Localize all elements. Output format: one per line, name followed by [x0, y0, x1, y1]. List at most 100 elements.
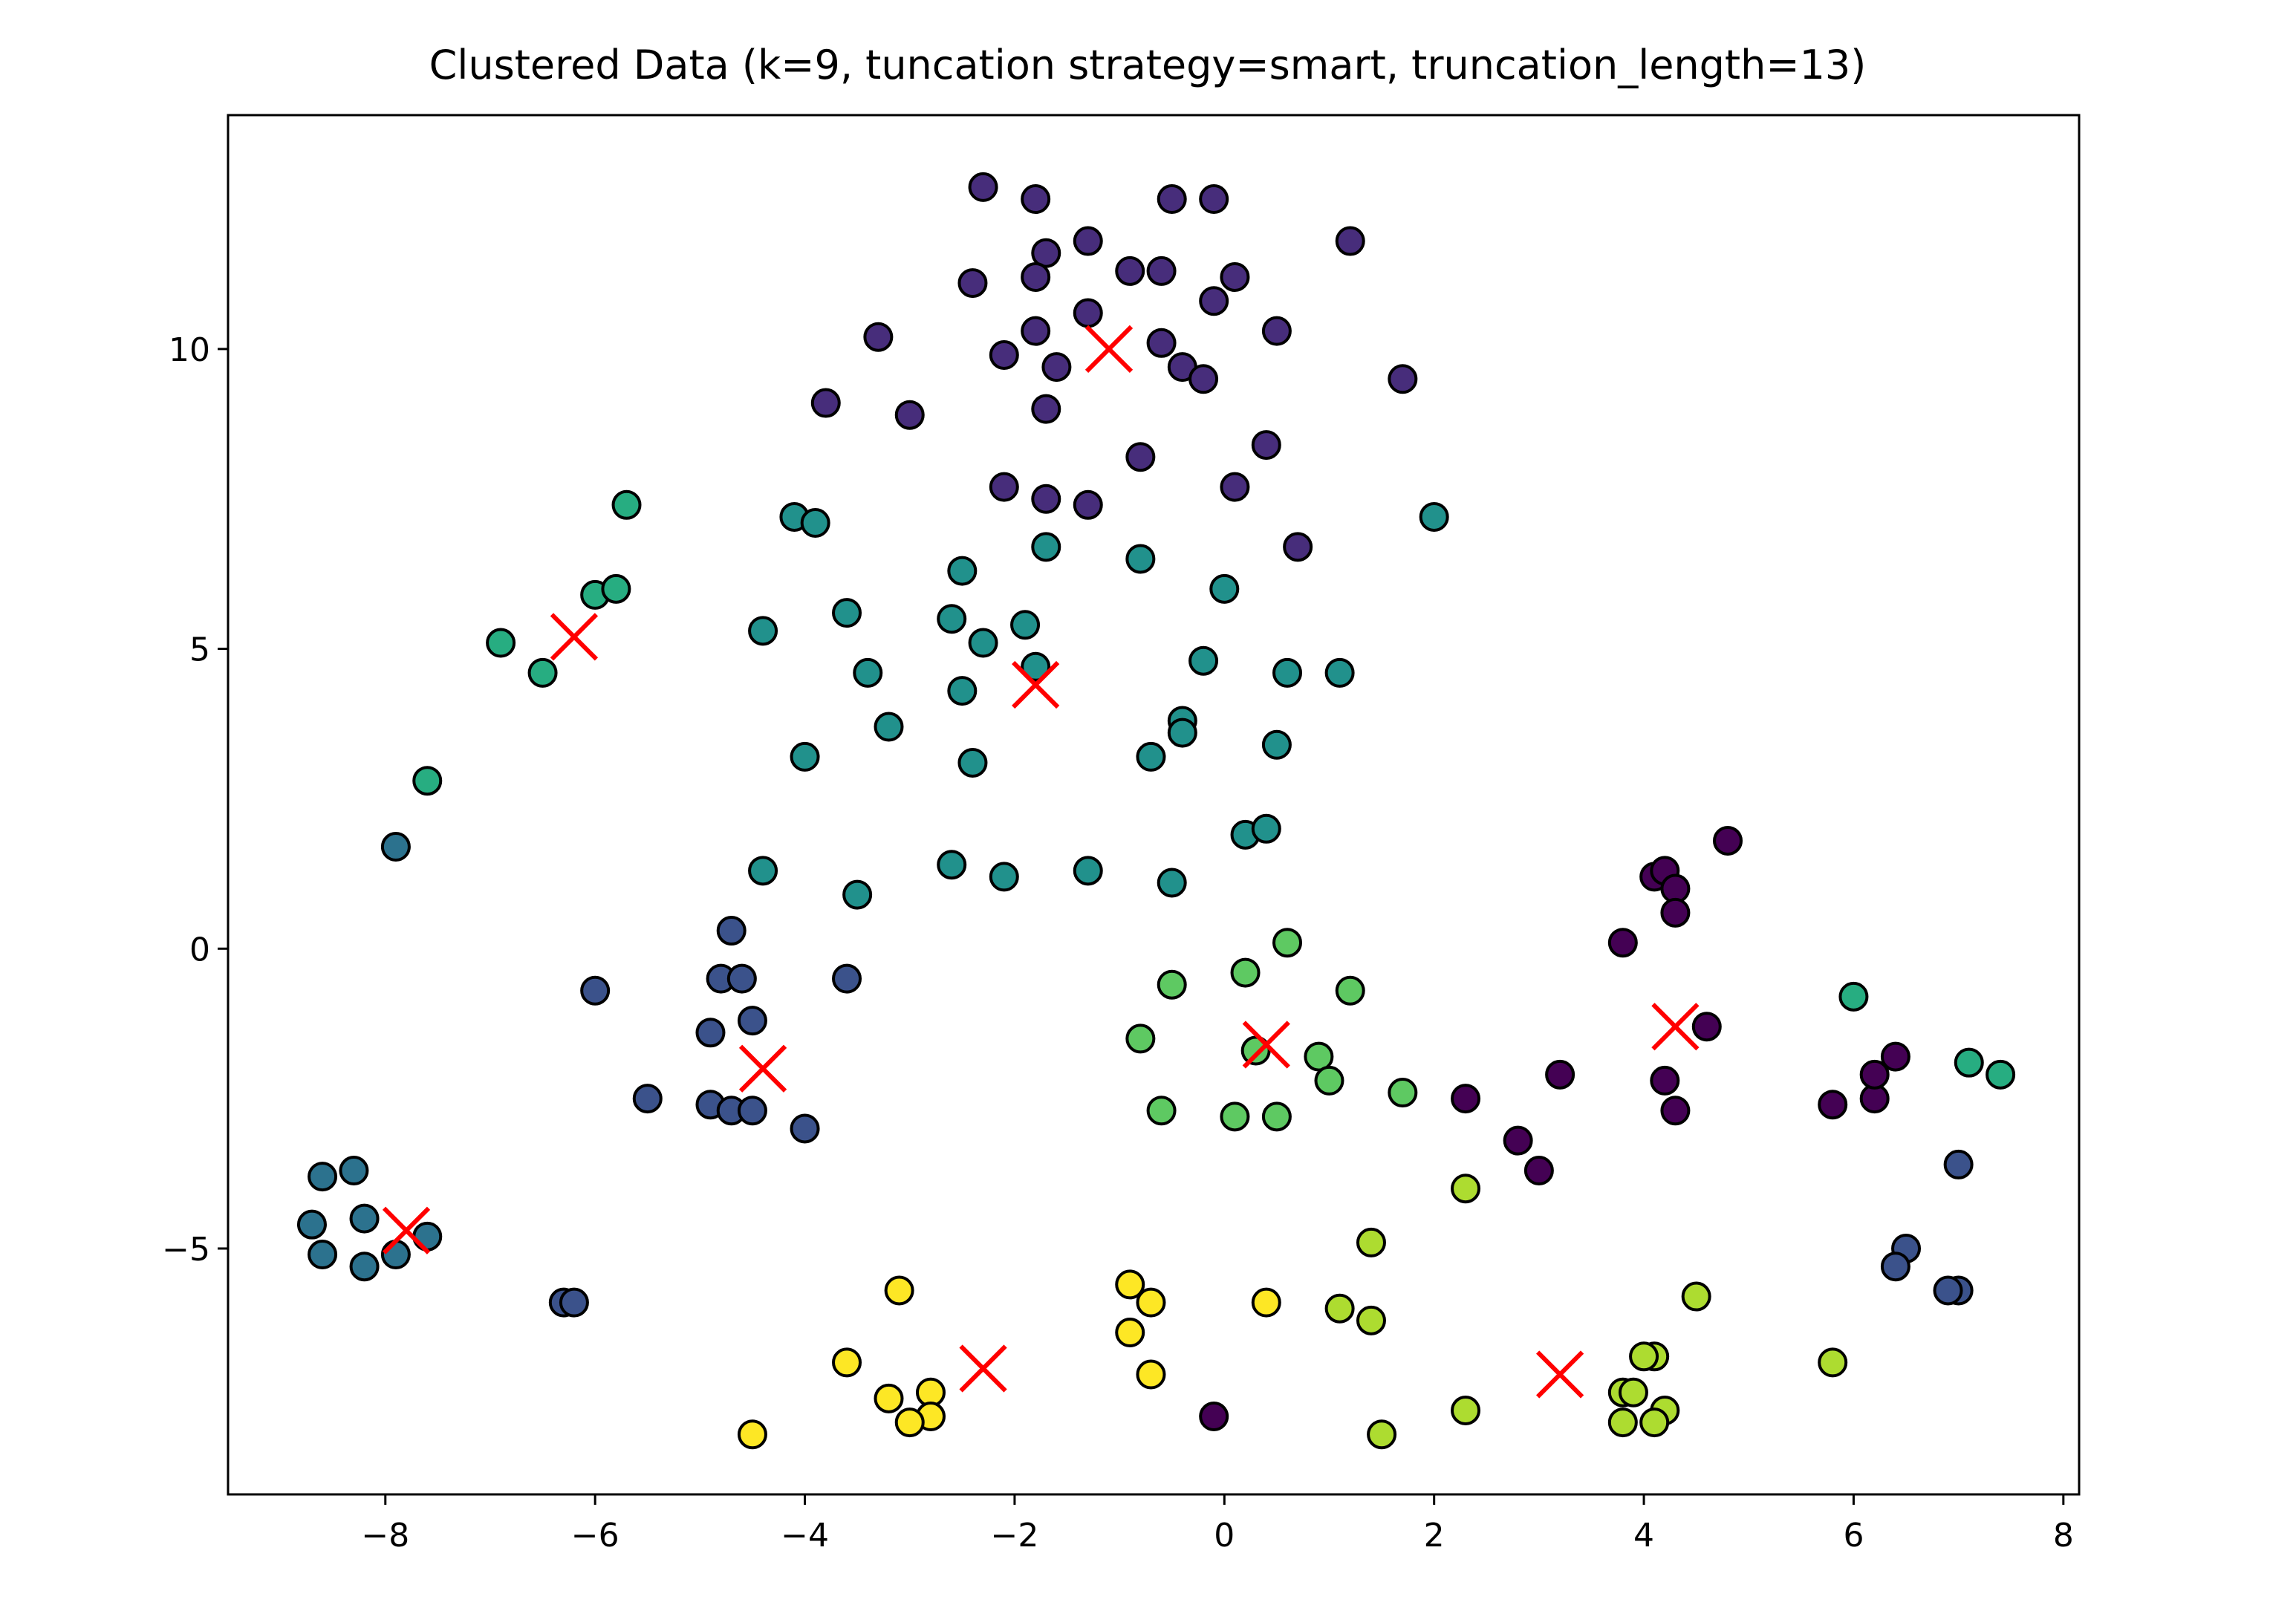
x-tick-label: −2 [990, 1517, 1038, 1555]
data-point [339, 1156, 369, 1186]
x-tick-label: −6 [571, 1517, 619, 1555]
data-point [853, 657, 883, 688]
data-point [1073, 298, 1103, 328]
data-point [1188, 364, 1219, 394]
centroid-marker [1651, 1003, 1700, 1051]
centroid-marker [738, 1044, 787, 1093]
data-point [1660, 897, 1691, 928]
data-point [1115, 1318, 1145, 1348]
data-point [1073, 856, 1103, 886]
data-point [810, 388, 841, 418]
data-point [1451, 1395, 1481, 1425]
y-tick-label: −5 [162, 1231, 210, 1269]
data-point [308, 1162, 338, 1192]
data-point [1261, 729, 1292, 760]
data-point [1356, 1305, 1386, 1335]
data-point [748, 856, 778, 886]
data-point [1199, 184, 1229, 215]
x-tick-label: 2 [1424, 1517, 1445, 1555]
y-tick-label: 0 [189, 931, 210, 969]
data-point [1073, 489, 1103, 520]
data-point [1451, 1084, 1481, 1114]
data-point [1115, 256, 1145, 286]
data-point [1639, 1407, 1670, 1438]
data-point [1021, 316, 1051, 346]
data-point [800, 508, 830, 538]
data-point [832, 598, 862, 628]
data-point [486, 628, 516, 658]
data-point [1209, 573, 1240, 604]
data-point [832, 1347, 862, 1378]
data-point [1367, 1419, 1397, 1450]
chart-title: Clustered Data (k=9, tuncation strategy=… [429, 42, 1867, 88]
centroid-marker [1535, 1350, 1584, 1399]
data-point [832, 963, 862, 994]
data-point [790, 741, 820, 772]
data-point [737, 1096, 767, 1126]
data-point [1660, 1096, 1691, 1126]
data-point [1125, 442, 1156, 472]
data-point [1220, 1101, 1250, 1132]
data-point [601, 573, 631, 604]
data-point [957, 747, 988, 778]
data-point [1251, 813, 1281, 844]
x-tick-label: −4 [781, 1517, 829, 1555]
data-point [989, 339, 1019, 370]
data-point [1188, 645, 1219, 676]
data-point [559, 1287, 589, 1318]
data-point [1031, 394, 1061, 424]
data-point [884, 1275, 914, 1306]
data-point [1618, 1377, 1648, 1407]
data-point [989, 472, 1019, 502]
data-point [1818, 1090, 1848, 1120]
data-point [1199, 286, 1229, 316]
data-point [349, 1203, 380, 1234]
data-point [1220, 472, 1250, 502]
data-point [1157, 969, 1187, 1000]
data-point [716, 916, 747, 946]
data-point [968, 172, 998, 202]
data-point [947, 556, 978, 586]
data-point [874, 1383, 904, 1413]
data-point [1251, 430, 1281, 460]
data-point [1933, 1275, 1963, 1306]
data-point [1681, 1281, 1711, 1312]
centroid-marker [1012, 660, 1060, 709]
y-tick-label: 10 [169, 331, 210, 369]
data-point [894, 400, 925, 430]
data-point [1419, 501, 1449, 532]
data-point [1125, 544, 1156, 574]
data-point [1335, 975, 1365, 1006]
data-point [1230, 957, 1261, 988]
data-point [1261, 316, 1292, 346]
data-point [863, 322, 894, 352]
data-point [1880, 1252, 1910, 1282]
data-point [1304, 1041, 1334, 1072]
data-point [1157, 868, 1187, 898]
data-point [1136, 741, 1166, 772]
data-point [1136, 1359, 1166, 1390]
centroid-marker [959, 1344, 1007, 1393]
centroids-layer [382, 325, 1700, 1399]
data-point [527, 657, 558, 688]
data-point [1629, 1341, 1659, 1372]
y-tick-label: 5 [189, 631, 210, 669]
data-point [1220, 261, 1250, 292]
data-point [1146, 1096, 1177, 1126]
data-point [1335, 226, 1365, 256]
data-point [1451, 1174, 1481, 1204]
data-point [1073, 226, 1103, 256]
data-point [1136, 1287, 1166, 1318]
data-point [1324, 1293, 1355, 1324]
data-point [1324, 657, 1355, 688]
data-point [412, 1221, 443, 1252]
data-point [1314, 1065, 1344, 1096]
data-point [1388, 1078, 1418, 1108]
data-point [1251, 1287, 1281, 1318]
data-point [412, 766, 443, 796]
data-point [1356, 1227, 1386, 1257]
data-point [1523, 1156, 1554, 1186]
data-point [1713, 825, 1743, 856]
data-point [1283, 532, 1313, 562]
